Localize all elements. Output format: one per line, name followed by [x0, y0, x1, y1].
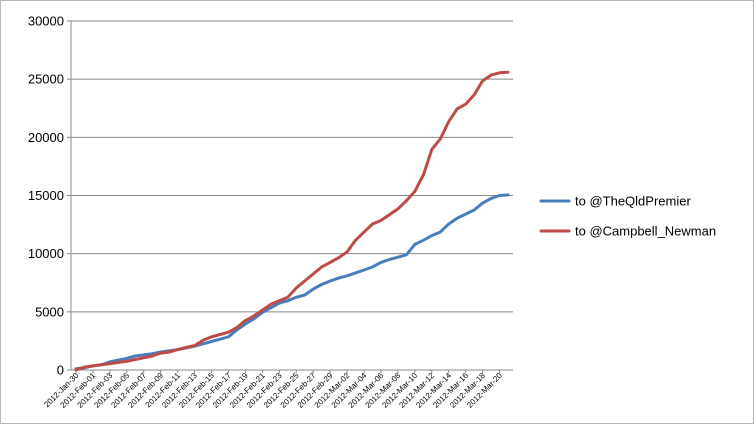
axes — [67, 20, 513, 373]
legend-label: to @TheQldPremier — [575, 194, 691, 209]
legend-label: to @Campbell_Newman — [575, 224, 716, 239]
y-tick-label: 20000 — [28, 130, 64, 145]
y-tick-label: 25000 — [28, 72, 64, 87]
y-tick-label: 15000 — [28, 188, 64, 203]
series-line-theqldpremier — [74, 193, 510, 371]
y-tick-label: 5000 — [35, 304, 64, 319]
gridlines — [71, 20, 513, 313]
y-axis-tick-labels: 0 5000 10000 15000 20000 25000 30000 — [28, 14, 64, 378]
y-tick-label: 0 — [57, 363, 64, 378]
series-line-campbell-newman — [74, 70, 510, 372]
y-tick-label: 10000 — [28, 246, 64, 261]
y-tick-label: 30000 — [28, 14, 64, 29]
legend: to @TheQldPremier to @Campbell_Newman — [539, 194, 716, 239]
x-axis-tick-labels: 2012-Jan-302012-Feb-012012-Feb-032012-Fe… — [42, 371, 504, 410]
series-lines — [74, 70, 510, 372]
